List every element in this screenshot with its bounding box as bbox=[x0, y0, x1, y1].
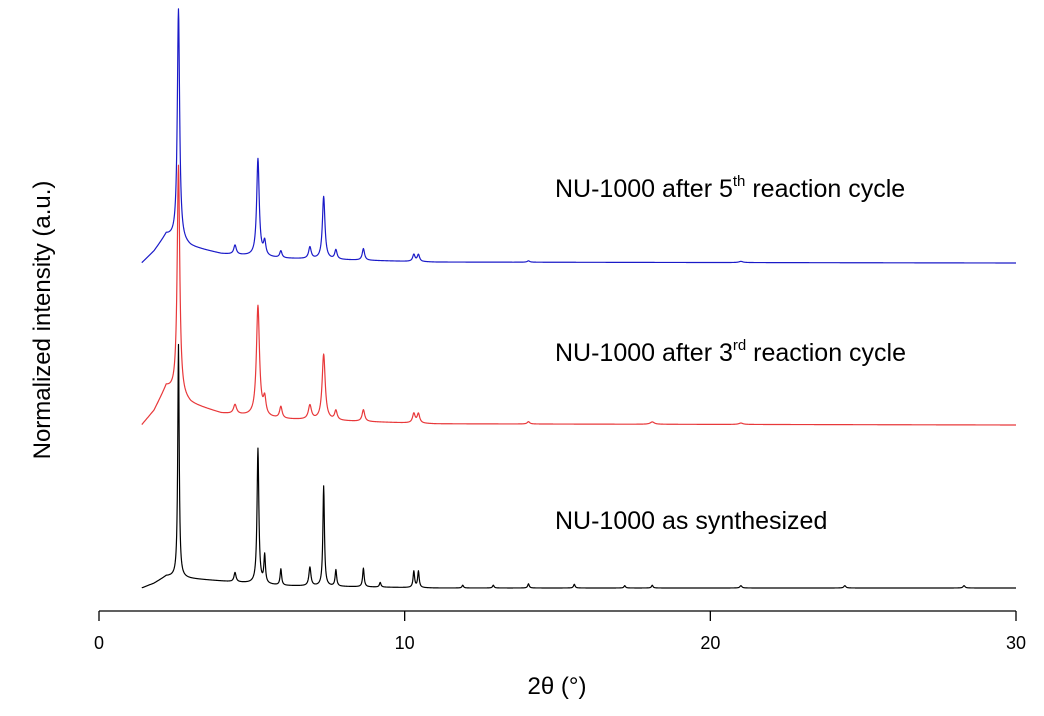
x-axis-label: 2θ (°) bbox=[528, 673, 587, 700]
series-label-as-synthesized: NU-1000 as synthesized bbox=[555, 507, 827, 535]
x-axis: 0 10 20 30 2θ (°) bbox=[94, 610, 1026, 700]
y-axis-label: Normalized intensity (a.u.) bbox=[29, 181, 56, 460]
series-line-0 bbox=[141, 343, 1017, 589]
x-tick-label-20: 20 bbox=[700, 633, 720, 653]
series-label-3rd-cycle: NU-1000 after 3rd reaction cycle bbox=[555, 337, 906, 367]
series-labels: NU-1000 after 5th reaction cycle NU-1000… bbox=[555, 173, 906, 535]
series-label-5th-cycle: NU-1000 after 5th reaction cycle bbox=[555, 173, 905, 203]
x-tick-label-0: 0 bbox=[94, 633, 104, 653]
series-layer bbox=[141, 8, 1017, 589]
series-line-2 bbox=[141, 8, 1017, 264]
x-tick-label-30: 30 bbox=[1006, 633, 1026, 653]
x-ticks: 0 10 20 30 bbox=[94, 611, 1026, 653]
series-line-1 bbox=[141, 164, 1017, 426]
x-tick-label-10: 10 bbox=[395, 633, 415, 653]
